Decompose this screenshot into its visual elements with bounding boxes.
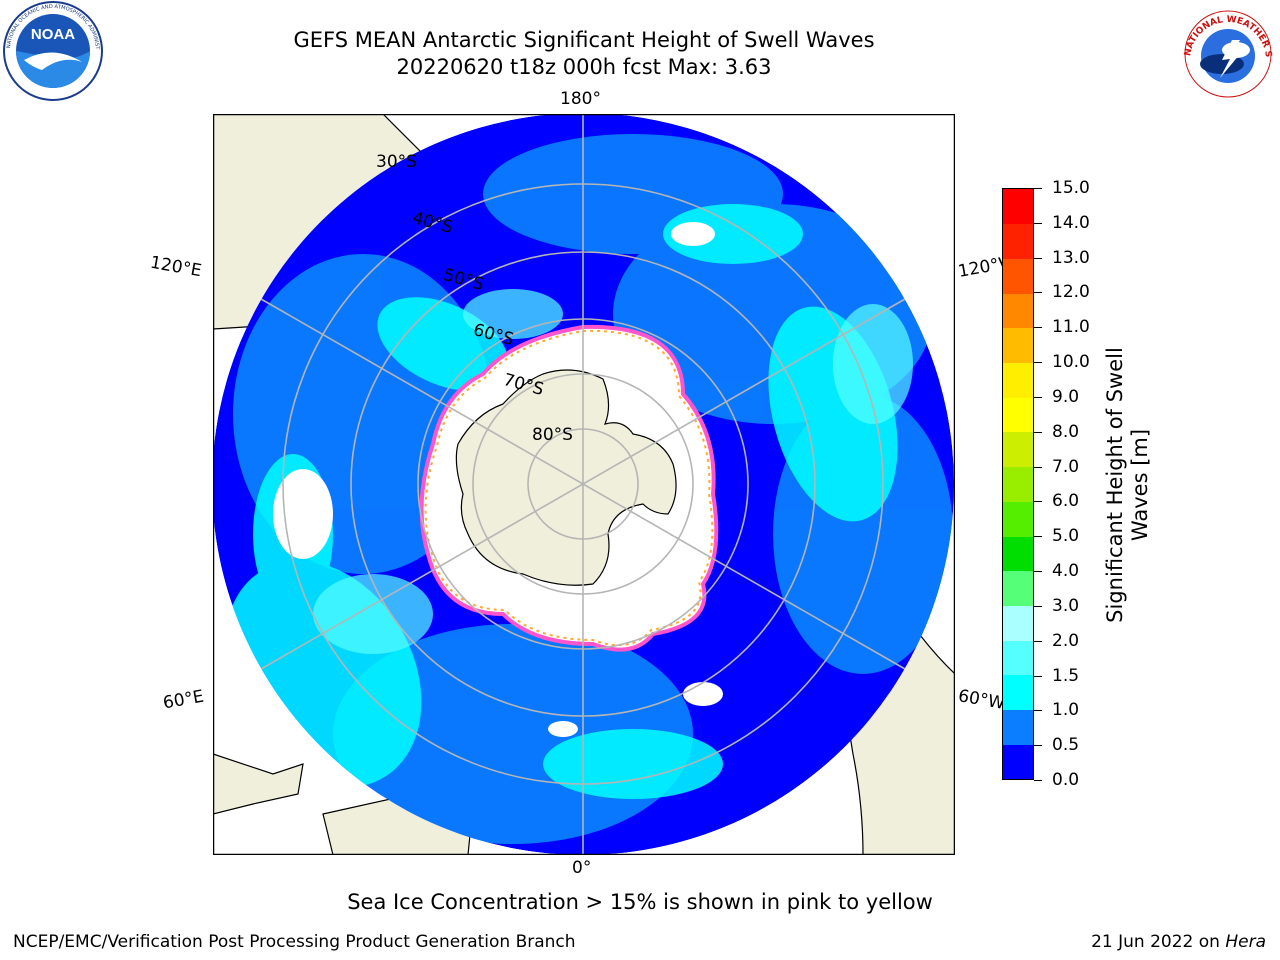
colorbar-tick (1034, 745, 1042, 747)
colorbar-tick-label: 12.0 (1052, 282, 1090, 303)
colorbar-tick (1034, 188, 1042, 189)
colorbar-tick (1034, 327, 1042, 329)
colorbar-tick (1034, 431, 1042, 433)
colorbar-segment (1003, 570, 1033, 606)
chart-title: GEFS MEAN Antarctic Significant Height o… (293, 28, 875, 52)
colorbar-tick (1034, 710, 1042, 712)
colorbar-segment (1003, 431, 1033, 468)
colorbar-tick-label: 5.0 (1052, 526, 1080, 547)
colorbar-tick-label: 9.0 (1052, 386, 1080, 407)
colorbar-segment (1003, 258, 1033, 294)
colorbar-tick (1034, 222, 1042, 224)
lon-label-180: 180° (560, 89, 601, 109)
colorbar-segment (1003, 189, 1033, 225)
lon-label-0: 0° (572, 858, 592, 878)
colorbar-segment (1003, 327, 1033, 364)
antarctica-land (455, 369, 677, 586)
lon-label-120e: 120°E (148, 252, 204, 282)
host-name: Hera (1225, 932, 1266, 952)
colorbar-tick (1034, 396, 1042, 398)
colorbar-title: Significant Height of Swell Waves [m] (1103, 347, 1152, 623)
lat-label-30s: 30°S (376, 152, 417, 172)
colorbar-segment (1003, 362, 1033, 398)
colorbar-tick (1034, 362, 1042, 364)
colorbar-segment (1003, 605, 1033, 641)
polar-map (213, 114, 955, 855)
colorbar-tick-label: 15.0 (1052, 178, 1090, 198)
colorbar-tick (1034, 780, 1042, 781)
colorbar-segment (1003, 466, 1033, 502)
noaa-logo: NOAA NATIONAL OCEANIC AND ATMOSPHERIC AD… (2, 0, 103, 101)
colorbar-tick (1034, 640, 1042, 642)
footer-date: 21 Jun 2022 on Hera (1091, 932, 1266, 952)
colorbar-segment (1003, 397, 1033, 433)
colorbar (1002, 188, 1034, 780)
lon-label-60w: 60°W (956, 686, 1007, 714)
nws-logo: NATIONAL WEATHER SERVICE (1178, 10, 1273, 98)
colorbar-tick (1034, 536, 1042, 538)
footer-credit: NCEP/EMC/Verification Post Processing Pr… (13, 932, 576, 952)
colorbar-tick-label: 4.0 (1052, 561, 1080, 582)
colorbar-tick-label: 6.0 (1052, 491, 1080, 512)
colorbar-segment (1003, 709, 1033, 745)
colorbar-tick-label: 13.0 (1052, 247, 1090, 268)
colorbar-segment (1003, 293, 1033, 329)
colorbar-segment (1003, 744, 1033, 780)
colorbar-segment (1003, 501, 1033, 537)
lat-label-80s: 80°S (532, 425, 573, 445)
colorbar-tick (1034, 571, 1042, 573)
colorbar-segment (1003, 223, 1033, 259)
colorbar-segment (1003, 536, 1033, 572)
colorbar-tick (1034, 675, 1042, 677)
colorbar-tick-label: 10.0 (1052, 352, 1090, 373)
colorbar-tick (1034, 605, 1042, 607)
colorbar-tick-label: 3.0 (1052, 595, 1080, 616)
colorbar-tick-label: 1.5 (1052, 665, 1080, 686)
colorbar-tick (1034, 501, 1042, 503)
sea-ice-caption: Sea Ice Concentration > 15% is shown in … (347, 890, 933, 914)
colorbar-tick (1034, 257, 1042, 259)
colorbar-tick (1034, 466, 1042, 468)
colorbar-tick-label: 0.0 (1052, 770, 1080, 790)
colorbar-tick-label: 11.0 (1052, 317, 1090, 338)
colorbar-tick (1034, 292, 1042, 294)
chart-subtitle: 20220620 t18z 000h fcst Max: 3.63 (396, 55, 772, 79)
graticule (213, 114, 954, 855)
colorbar-tick-label: 2.0 (1052, 630, 1080, 651)
colorbar-segment (1003, 640, 1033, 676)
colorbar-segment (1003, 674, 1033, 711)
colorbar-tick-label: 1.0 (1052, 700, 1080, 721)
lon-label-60e: 60°E (161, 686, 206, 714)
ocean-layer (213, 114, 954, 855)
colorbar-tick-label: 0.5 (1052, 735, 1080, 756)
colorbar-tick-label: 14.0 (1052, 212, 1090, 233)
colorbar-tick-label: 7.0 (1052, 456, 1080, 477)
svg-text:NOAA: NOAA (31, 26, 75, 43)
colorbar-tick-label: 8.0 (1052, 421, 1080, 442)
